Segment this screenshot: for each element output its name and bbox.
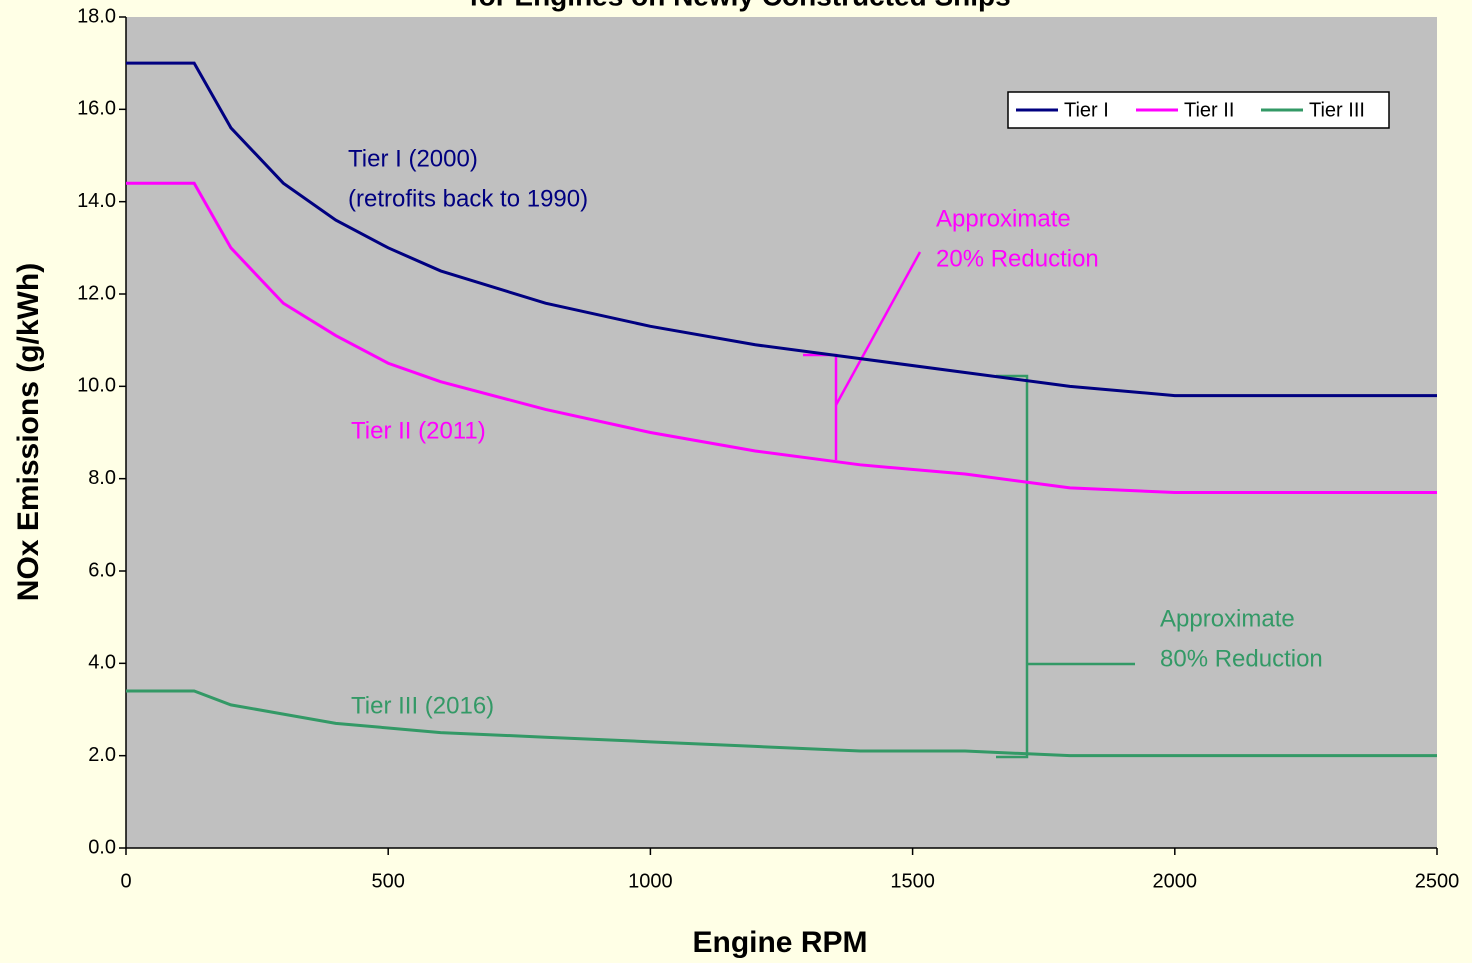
legend-box — [1007, 91, 1390, 129]
pointer — [834, 251, 922, 406]
annotation: (retrofits back to 1990) — [348, 185, 588, 212]
bracket — [996, 374, 1029, 759]
y-tick-label: 16.0 — [77, 98, 116, 120]
annotation: 20% Reduction — [936, 245, 1099, 272]
annotation: Tier III (2016) — [351, 692, 494, 719]
y-tick-label: 2.0 — [88, 744, 116, 766]
y-tick-label: 6.0 — [88, 559, 116, 581]
y-axis-label: NOx Emissions (g/kWh) — [12, 263, 45, 601]
y-tick-label: 12.0 — [77, 282, 116, 304]
y-tick-label: 18.0 — [77, 5, 116, 27]
chart-title: for Engines on Newly Constructed Ships — [469, 0, 1010, 11]
annotation: Approximate — [1160, 605, 1295, 632]
annotation-lines — [803, 251, 1135, 759]
x-tick-label: 1000 — [628, 870, 673, 892]
legend-label: Tier II — [1184, 99, 1234, 121]
y-tick-label: 0.0 — [88, 836, 116, 858]
series-line — [126, 61, 1437, 398]
annotation: Tier I (2000) — [348, 145, 478, 172]
x-axis-label: Engine RPM — [692, 926, 867, 959]
x-tick-label: 1500 — [890, 870, 935, 892]
x-tick-label: 500 — [372, 870, 405, 892]
y-tick-label: 10.0 — [77, 375, 116, 397]
annotation: Tier II (2011) — [351, 417, 486, 444]
series-line — [126, 181, 1437, 495]
y-tick-label: 8.0 — [88, 467, 116, 489]
annotation: Approximate — [936, 205, 1071, 232]
y-tick-label: 4.0 — [88, 652, 116, 674]
series-line — [126, 689, 1437, 758]
x-tick-label: 0 — [120, 870, 131, 892]
x-tick-label: 2500 — [1415, 870, 1460, 892]
legend-label: Tier I — [1064, 99, 1109, 121]
legend: Tier I Tier II Tier III — [1007, 91, 1390, 129]
y-tick-label: 14.0 — [77, 190, 116, 212]
annotation: 80% Reduction — [1160, 645, 1323, 672]
legend-label: Tier III — [1309, 99, 1365, 121]
x-tick-label: 2000 — [1153, 870, 1198, 892]
plot-area — [126, 17, 1437, 848]
